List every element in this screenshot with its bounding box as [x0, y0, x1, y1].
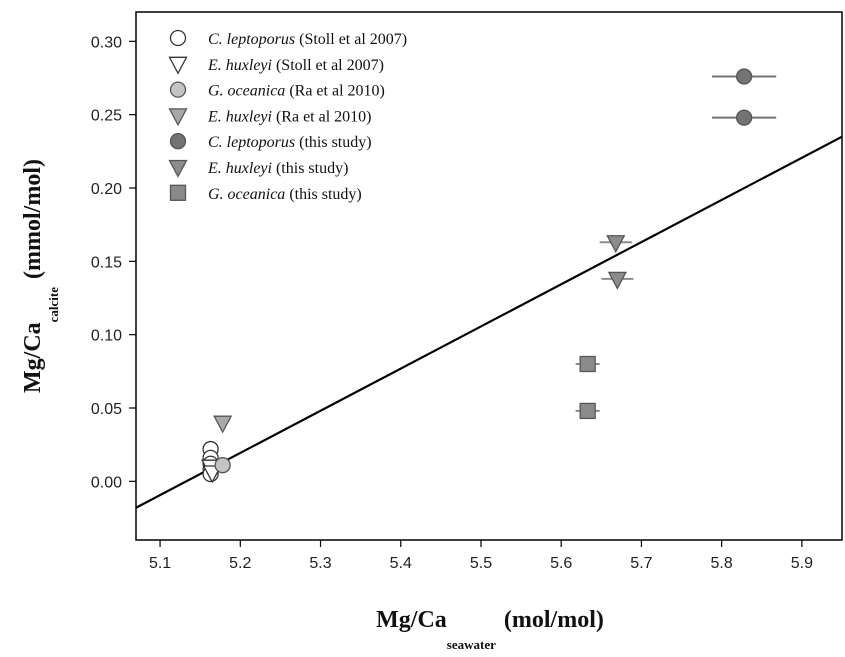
legend-source: (this study): [289, 186, 361, 203]
legend-species: E. huxleyi: [207, 108, 272, 125]
legend-source: (this study): [276, 160, 348, 177]
legend-marker: [169, 81, 187, 98]
y-axis-title-main: Mg/Ca: [20, 322, 46, 393]
legend-entry: E. huxleyi (Ra et al 2010): [207, 108, 372, 125]
legend-marker: [168, 159, 188, 178]
x-tick-label: 5.1: [149, 555, 171, 572]
legend: C. leptoporus (Stoll et al 2007)E. huxle…: [168, 29, 407, 203]
legend-source: (this study): [299, 134, 371, 151]
x-tick-label: 5.5: [470, 555, 492, 572]
regression-line-layer: [135, 135, 843, 509]
plot-frame: [135, 11, 843, 541]
y-tick-label: 0.10: [91, 328, 122, 345]
axes: 5.1 5.2 5.3 5.4 5.5 5.6 5.7 5.8 5.9 0.00 0.05 0.10 0…: [91, 11, 843, 572]
legend-entry: E. huxleyi (Stoll et al 2007): [207, 57, 384, 74]
legend-entry: C. leptoporus (Stoll et al 2007): [208, 31, 407, 48]
data-point: [607, 271, 627, 290]
x-tick-label: 5.7: [630, 555, 652, 572]
data-point: [579, 402, 596, 420]
x-tick-label: 5.6: [550, 555, 572, 572]
legend-marker: [169, 29, 187, 47]
legend-marker: [169, 133, 187, 150]
regression-line: [135, 135, 843, 509]
legend-source: (Ra et al 2010): [276, 108, 372, 125]
legend-marker: [169, 184, 187, 201]
axis-titles: Mg/Caseawater(mol/mol)Mg/Cacalcite(mmol/…: [20, 159, 604, 652]
y-axis-title-unit: (mmol/mol): [20, 159, 46, 279]
legend-entry: G. oceanica (this study): [208, 186, 362, 203]
legend-source: (Stoll et al 2007): [299, 31, 407, 48]
y-tick-label: 0.15: [91, 254, 122, 271]
x-tick-label: 5.4: [390, 555, 412, 572]
data-point: [579, 355, 596, 373]
legend-species: G. oceanica: [208, 186, 285, 203]
legend-entry: E. huxleyi (this study): [207, 160, 348, 177]
legend-marker: [168, 108, 188, 127]
legend-entry: C. leptoporus (this study): [208, 134, 372, 151]
data-point: [214, 457, 231, 474]
y-tick-label: 0.30: [91, 34, 122, 51]
data-point: [735, 68, 753, 85]
data-point: [213, 415, 233, 434]
data-point: [606, 235, 626, 254]
y-axis-title: Mg/Cacalcite(mmol/mol): [20, 159, 61, 393]
data-point: [735, 109, 753, 126]
y-tick-label: 0.00: [91, 474, 122, 491]
x-axis-title-subscript: seawater: [447, 637, 496, 652]
y-tick-label: 0.25: [91, 108, 122, 125]
legend-source: (Stoll et al 2007): [276, 57, 384, 74]
x-tick-label: 5.8: [711, 555, 733, 572]
legend-source: (Ra et al 2010): [289, 83, 385, 100]
x-axis-title-main: Mg/Ca: [376, 607, 447, 633]
data-points-layer: [201, 68, 777, 484]
legend-species: E. huxleyi: [207, 160, 272, 177]
legend-species: G. oceanica: [208, 83, 285, 100]
x-tick-label: 5.9: [791, 555, 813, 572]
x-axis-title: Mg/Caseawater (mol/mol): [376, 607, 604, 652]
x-axis-title-unit: (mol/mol): [504, 607, 604, 633]
x-tick-label: 5.3: [309, 555, 331, 572]
x-tick-label: 5.2: [229, 555, 251, 572]
legend-species: C. leptoporus: [208, 31, 295, 48]
legend-marker: [168, 56, 188, 75]
legend-species: C. leptoporus: [208, 134, 295, 151]
y-tick-label: 0.20: [91, 181, 122, 198]
legend-entry: G. oceanica (Ra et al 2010): [208, 83, 385, 100]
legend-species: E. huxleyi: [207, 57, 272, 74]
y-axis-title-subscript: calcite: [46, 287, 61, 323]
y-tick-label: 0.05: [91, 401, 122, 418]
